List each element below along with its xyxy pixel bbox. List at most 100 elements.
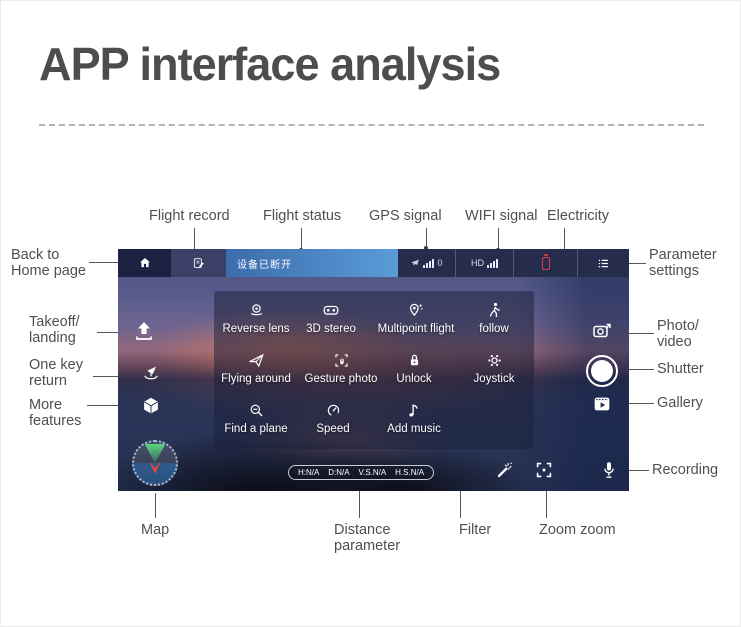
menu-item-reverse-lens[interactable]: Reverse lens (208, 301, 304, 335)
connector-line (621, 369, 654, 370)
cube-icon (140, 395, 162, 417)
callout-wifi-signal: WIFI signal (465, 208, 538, 224)
focus-brackets-icon (533, 459, 555, 481)
menu-item-speed[interactable]: Speed (285, 401, 381, 435)
microphone-icon (598, 459, 620, 481)
connector-line (87, 405, 121, 406)
shutter-button[interactable] (586, 355, 618, 387)
connector-line (618, 263, 646, 264)
compass-cone (144, 444, 166, 463)
callout-distance-parameter: Distance parameter (334, 522, 401, 554)
callout-one-key-return: One key return (29, 357, 83, 389)
gallery-icon (591, 393, 613, 415)
padlock-icon (366, 351, 462, 370)
flight-status-text: 设备已断开 (237, 259, 292, 271)
callout-shutter: Shutter (657, 361, 704, 377)
callout-recording: Recording (652, 462, 719, 478)
gesture-hand-icon (293, 351, 389, 370)
multipoint-pin-icon (368, 301, 464, 320)
distance-parameter-bar: H:N/A D:N/A V.S.N/A H.S.N/A (288, 465, 434, 480)
connector-line (614, 333, 654, 334)
return-plane-icon (140, 362, 162, 384)
menu-item-find-a-plane[interactable]: Find a plane (208, 401, 304, 435)
music-note-icon (366, 401, 462, 420)
parameter-settings-button[interactable] (577, 249, 629, 277)
recording-button[interactable] (598, 459, 620, 481)
connector-line (622, 470, 649, 471)
telemetry-d: D:N/A (328, 468, 350, 477)
plane-icon (410, 258, 420, 268)
connector-line (359, 483, 360, 518)
speed-gauge-icon (285, 401, 381, 420)
telemetry-hs: H.S.N/A (395, 468, 425, 477)
list-menu-icon (596, 256, 611, 271)
battery-indicator (513, 249, 577, 277)
callout-flight-status: Flight status (263, 208, 342, 224)
telemetry-vs: V.S.N/A (358, 468, 387, 477)
callout-zoom: Zoom zoom (539, 522, 616, 538)
connector-line (301, 228, 302, 250)
callout-gps-signal: GPS signal (369, 208, 442, 224)
callout-back-home: Back to Home page (11, 247, 86, 279)
camera-switch-icon (590, 319, 614, 343)
callout-flight-record: Flight record (149, 208, 230, 224)
one-key-return-button[interactable] (140, 362, 162, 384)
telemetry-h: H:N/A (297, 468, 320, 477)
paper-plane-icon (208, 351, 304, 370)
connector-dot (424, 246, 428, 250)
flight-status-bar: 设备已断开 (226, 249, 398, 277)
connector-line (89, 262, 129, 263)
menu-item-add-music[interactable]: Add music (366, 401, 462, 435)
connector-line (426, 228, 427, 248)
walking-person-icon (446, 301, 542, 320)
callout-takeoff-landing: Takeoff/ landing (29, 314, 80, 346)
map-compass-button[interactable] (132, 440, 178, 486)
magnifier-minus-icon (208, 401, 304, 420)
menu-item-gesture-photo[interactable]: Gesture photo (293, 351, 389, 385)
joystick-wheel-icon (446, 351, 542, 370)
menu-item-unlock[interactable]: Unlock (366, 351, 462, 385)
callout-more-features: More features (29, 397, 82, 429)
app-top-bar: 设备已断开 0 HD (118, 249, 629, 277)
photo-video-toggle-button[interactable] (590, 319, 614, 343)
more-features-button[interactable] (140, 395, 162, 417)
callout-parameter-settings: Parameter settings (649, 247, 717, 279)
menu-item-3d-stereo[interactable]: 3D stereo (283, 301, 379, 335)
magic-wand-icon (494, 459, 516, 481)
wifi-signal-indicator: HD (455, 249, 513, 277)
takeoff-landing-button[interactable] (132, 319, 156, 343)
connector-line (97, 332, 129, 333)
vr-goggles-icon (283, 301, 379, 320)
connector-line (546, 483, 547, 518)
connector-line (564, 228, 565, 253)
menu-item-follow[interactable]: follow (446, 301, 542, 335)
menu-item-joystick[interactable]: Joystick (446, 351, 542, 385)
connector-line (155, 493, 156, 518)
menu-item-flying-around[interactable]: Flying around (208, 351, 304, 385)
wifi-signal-bars-icon (487, 258, 498, 268)
connector-line (619, 403, 654, 404)
menu-item-multipoint-flight[interactable]: Multipoint flight (368, 301, 464, 335)
filter-button[interactable] (494, 459, 516, 481)
feature-menu-panel: Reverse lens 3D stereo Multipoint flight… (214, 291, 534, 449)
callout-filter: Filter (459, 522, 492, 538)
callout-map: Map (141, 522, 170, 538)
flight-record-icon (192, 256, 206, 270)
battery-icon (541, 254, 550, 270)
gps-signal-bars-icon (423, 258, 435, 268)
zoom-button[interactable] (533, 459, 555, 481)
connector-line (194, 228, 195, 252)
gps-signal-indicator: 0 (398, 249, 455, 277)
gallery-button[interactable] (591, 393, 613, 415)
connector-line (498, 228, 499, 250)
home-button[interactable] (118, 249, 171, 277)
takeoff-landing-icon (132, 319, 156, 343)
callout-photo-video: Photo/ video (657, 318, 699, 350)
callout-gallery: Gallery (657, 395, 703, 411)
flight-record-button[interactable] (171, 249, 226, 277)
gps-count: 0 (437, 258, 443, 268)
home-icon (138, 256, 152, 270)
drone-app-screenshot: 设备已断开 0 HD (118, 249, 629, 491)
callout-electricity: Electricity (547, 208, 610, 224)
